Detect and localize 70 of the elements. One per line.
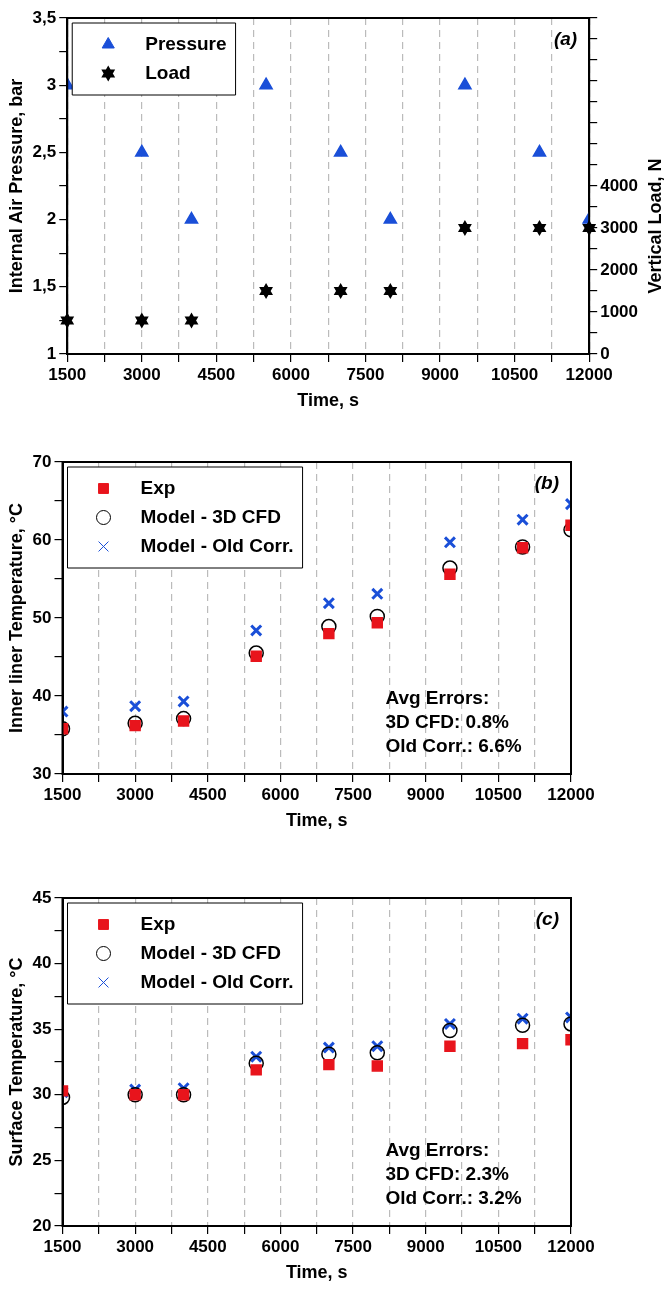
y-tick-label: 40 — [32, 685, 52, 705]
y-tick-label: 25 — [32, 1150, 52, 1170]
y2-tick-label: 1000 — [600, 301, 639, 321]
x-tick-label: 3000 — [116, 784, 155, 804]
annotation: Old Corr.: 3.2% — [385, 1186, 522, 1208]
x-tick-label: 6000 — [272, 364, 310, 384]
x-tick-label: 7500 — [346, 364, 385, 384]
y-tick-label: 70 — [32, 451, 52, 471]
annotation: Avg Errors: — [385, 1138, 490, 1160]
y2-tick-label: 2000 — [600, 259, 639, 279]
legend-label: Model - 3D CFD — [140, 941, 281, 963]
y-tick-label: 1 — [46, 343, 57, 363]
y-tick-label: 30 — [32, 763, 52, 783]
y-axis-title: Surface Temperature, °C — [5, 957, 26, 1167]
y2-axis-title: Vertical Load, N — [644, 158, 665, 294]
x-tick-label: 9000 — [406, 784, 445, 804]
x-tick-label: 1500 — [43, 784, 82, 804]
y-tick-label: 35 — [32, 1018, 52, 1038]
y-tick-label: 60 — [32, 529, 52, 549]
legend-label: Model - 3D CFD — [140, 505, 281, 527]
annotation: 3D CFD: 2.3% — [385, 1162, 510, 1184]
x-tick-label: 10500 — [474, 1236, 522, 1256]
x-tick-label: 12000 — [547, 1236, 595, 1256]
y-tick-label: 1,5 — [32, 276, 57, 296]
annotation: Old Corr.: 6.6% — [385, 734, 522, 756]
x-tick-label: 9000 — [406, 1236, 445, 1256]
y-tick-label: 40 — [32, 953, 52, 973]
x-tick-label: 9000 — [421, 364, 459, 384]
y2-tick-label: 4000 — [600, 175, 639, 195]
x-tick-label: 1500 — [48, 364, 87, 384]
y-tick-label: 50 — [32, 607, 52, 627]
y-tick-label: 20 — [32, 1215, 52, 1235]
y-axis-title: Internal Air Pressure, bar — [5, 78, 26, 294]
x-tick-label: 10500 — [490, 364, 539, 384]
legend-label: Model - Old Corr. — [140, 970, 294, 992]
x-axis-title: Time, s — [285, 810, 348, 831]
x-tick-label: 7500 — [334, 1236, 372, 1256]
x-tick-label: 4500 — [188, 784, 227, 804]
x-tick-label: 6000 — [261, 784, 300, 804]
y-tick-label: 2,5 — [32, 142, 57, 162]
y2-tick-label: 3000 — [600, 217, 639, 237]
y-tick-label: 45 — [32, 887, 52, 907]
annotation: Avg Errors: — [385, 686, 490, 708]
x-tick-label: 7500 — [334, 784, 372, 804]
legend-label: Pressure — [145, 32, 227, 54]
x-tick-label: 4500 — [188, 1236, 227, 1256]
x-tick-label: 10500 — [474, 784, 522, 804]
x-tick-label: 12000 — [565, 364, 613, 384]
x-tick-label: 12000 — [547, 784, 595, 804]
y-tick-label: 2 — [46, 209, 57, 229]
y2-tick-label: 0 — [600, 343, 610, 363]
annotation: (c) — [535, 907, 559, 929]
x-tick-label: 4500 — [197, 364, 236, 384]
x-axis-title: Time, s — [285, 1262, 348, 1283]
legend-label: Load — [145, 61, 191, 83]
x-tick-label: 1500 — [43, 1236, 82, 1256]
x-tick-label: 3000 — [116, 1236, 155, 1256]
x-tick-label: 3000 — [122, 364, 161, 384]
y-tick-label: 3 — [46, 74, 57, 94]
legend-label: Exp — [140, 912, 176, 934]
legend-label: Exp — [140, 476, 176, 498]
x-tick-label: 6000 — [261, 1236, 300, 1256]
x-axis-title: Time, s — [297, 390, 360, 411]
y-tick-label: 30 — [32, 1084, 52, 1104]
annotation: 3D CFD: 0.8% — [385, 710, 510, 732]
y-tick-label: 3,5 — [32, 7, 57, 27]
y-axis-title: Inner liner Temperature, °C — [5, 503, 26, 733]
annotation: (a) — [553, 27, 578, 49]
annotation: (b) — [534, 471, 559, 493]
legend-label: Model - Old Corr. — [140, 534, 294, 556]
